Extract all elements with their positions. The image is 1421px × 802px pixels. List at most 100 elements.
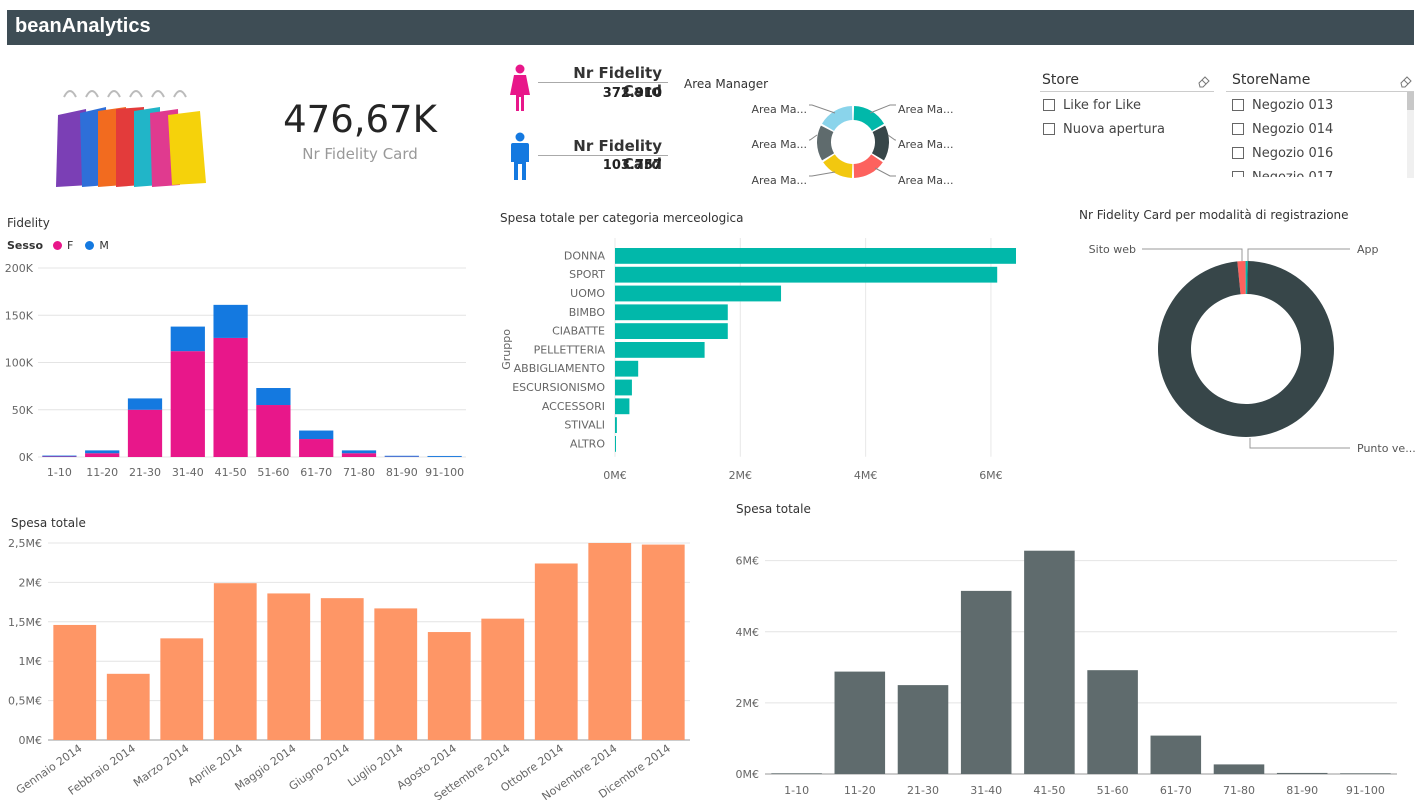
leader-line [809, 134, 818, 141]
slice-label: Punto ve... [1357, 442, 1415, 455]
y-tick-label: 0M€ [19, 734, 43, 747]
bar[interactable] [320, 598, 364, 740]
x-tick-label: 21-30 [129, 466, 161, 479]
bar[interactable] [588, 543, 632, 740]
area-manager-slice[interactable] [871, 125, 889, 161]
bar[interactable] [374, 608, 418, 740]
bar-m[interactable] [127, 398, 163, 410]
bar[interactable] [427, 632, 471, 740]
checkbox[interactable] [1232, 171, 1244, 177]
spesa-eta-chart[interactable]: 0M€ 2M€ 4M€ 6M€ 1-10 11-20 21-30 31-40 41-50 51-6… [720, 540, 1410, 802]
fidelity-chart[interactable]: 0K 50K 100K 150K 200K 1-10 11-20 21-30 31-40 41-5… [0, 258, 475, 483]
slicer-item[interactable]: Nuova apertura [1043, 117, 1213, 141]
bar-m[interactable] [42, 455, 77, 457]
bar[interactable] [960, 590, 1012, 774]
x-tick-label: 1-10 [47, 466, 72, 479]
eraser-icon[interactable] [1197, 74, 1211, 88]
slicer-item[interactable]: Negozio 014 [1232, 117, 1402, 141]
bar[interactable] [1340, 773, 1391, 774]
y-tick-label: 1M€ [19, 655, 43, 668]
bar[interactable] [897, 685, 949, 774]
bar-f[interactable] [170, 351, 205, 457]
x-tick-label: 81-90 [386, 466, 418, 479]
bar[interactable] [1276, 772, 1328, 774]
area-manager-slice[interactable] [823, 154, 853, 178]
area-manager-slice[interactable] [853, 154, 883, 178]
bar-f[interactable] [341, 453, 377, 457]
eraser-icon[interactable] [1399, 74, 1413, 88]
checkbox[interactable] [1232, 147, 1244, 159]
bar[interactable] [615, 323, 728, 339]
bar-m[interactable] [256, 388, 291, 406]
bar-f[interactable] [85, 453, 120, 457]
x-tick-label: 41-50 [1033, 784, 1065, 797]
bar-m[interactable] [299, 430, 334, 440]
leader-lines [1142, 248, 1350, 449]
bar[interactable] [615, 266, 998, 283]
x-tick-label: 0M€ [603, 469, 627, 482]
scrollbar-thumb[interactable] [1407, 92, 1414, 110]
bar[interactable] [267, 593, 311, 740]
slicer-item[interactable]: Negozio 013 [1232, 93, 1402, 117]
bar[interactable] [615, 436, 616, 452]
bar-f[interactable] [127, 409, 163, 457]
bar[interactable] [1024, 550, 1075, 774]
bar[interactable] [106, 673, 150, 740]
area-manager-slice[interactable] [817, 125, 835, 161]
bar[interactable] [615, 285, 782, 302]
bar[interactable] [615, 342, 705, 358]
bar[interactable] [615, 417, 617, 433]
bar[interactable] [615, 304, 728, 321]
bar[interactable] [1087, 670, 1138, 774]
checkbox[interactable] [1232, 99, 1244, 111]
area-manager-donut[interactable]: Area Ma... Area Ma... Area Ma... Area Ma...… [750, 95, 960, 190]
slicer-item[interactable]: Like for Like [1043, 93, 1213, 117]
bar[interactable] [160, 638, 204, 740]
bar[interactable] [213, 583, 257, 740]
slice-label: App [1357, 243, 1379, 256]
bar-f[interactable] [299, 439, 334, 457]
bar[interactable] [615, 379, 632, 396]
storename-slicer-divider [1226, 91, 1414, 92]
x-tick-label: 4M€ [854, 469, 878, 482]
y-tick-label: 0,5M€ [8, 695, 42, 708]
bar-f[interactable] [256, 405, 291, 457]
registrazione-slice[interactable] [1245, 261, 1248, 295]
slicer-item[interactable]: Negozio 016 [1232, 141, 1402, 165]
y-tick-label: STIVALI [564, 419, 605, 432]
registrazione-slice[interactable] [1237, 261, 1246, 295]
categoria-chart[interactable]: 0M€ 2M€ 4M€ 6M€ DONNA SPORT UOMO BIMBO CIABATTE P… [495, 232, 1035, 482]
bar-f[interactable] [213, 337, 248, 457]
bar-m[interactable] [384, 455, 419, 457]
leader-line [887, 134, 896, 141]
bar[interactable] [1150, 735, 1202, 774]
bar-m[interactable] [213, 304, 248, 338]
slicer-item[interactable]: Negozio 017 [1232, 165, 1402, 177]
bar[interactable] [615, 360, 639, 377]
bar[interactable] [641, 544, 685, 740]
bar-m[interactable] [341, 450, 377, 454]
storename-scrollbar[interactable] [1407, 92, 1414, 178]
checkbox[interactable] [1043, 99, 1055, 111]
registrazione-slice[interactable] [1158, 261, 1334, 437]
bar[interactable] [53, 624, 97, 740]
checkbox[interactable] [1232, 123, 1244, 135]
checkbox[interactable] [1043, 123, 1055, 135]
bar[interactable] [834, 671, 886, 774]
bar-m[interactable] [85, 450, 120, 454]
bar[interactable] [771, 773, 822, 774]
bar-m[interactable] [170, 326, 205, 352]
bar[interactable] [481, 618, 525, 740]
bar[interactable] [615, 398, 630, 415]
x-tick-label: 6M€ [979, 469, 1003, 482]
area-manager-slice[interactable] [853, 106, 885, 131]
registrazione-chart[interactable]: Sito web App Punto ve... [1080, 232, 1415, 467]
y-tick-label: 4M€ [736, 626, 760, 639]
bar[interactable] [615, 248, 1016, 264]
bar-m[interactable] [427, 455, 462, 457]
bar[interactable] [1213, 764, 1265, 774]
area-manager-slice[interactable] [821, 106, 853, 131]
spesa-mese-chart[interactable]: 0M€0,5M€1M€1,5M€2M€2,5M€Gennaio 2014Febb… [0, 530, 700, 800]
bar[interactable] [534, 563, 578, 740]
registrazione-chart-title: Nr Fidelity Card per modalità di registr… [1079, 208, 1349, 222]
